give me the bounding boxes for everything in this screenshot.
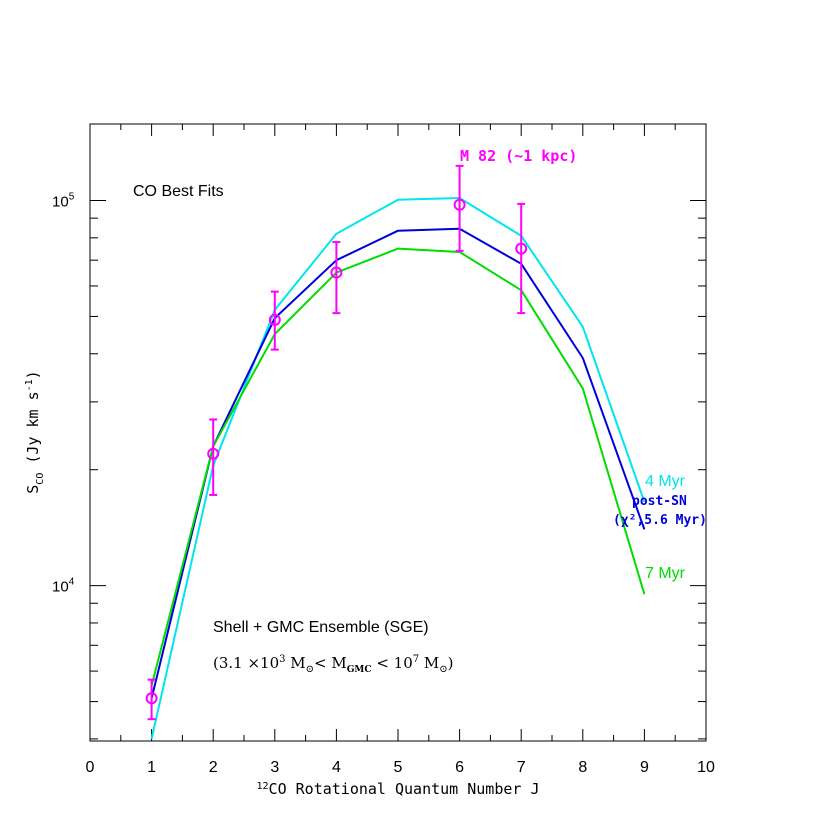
mass-range-annotation: (3.1 ×103 M⊙< MGMC < 107 M⊙) <box>213 654 454 675</box>
series-label-post-sn: post-SN <box>632 494 687 509</box>
plot-frame <box>89 123 707 742</box>
series-layer <box>150 197 646 740</box>
observation-point <box>145 692 158 705</box>
y-axis-label: SCO (Jy km s-1) <box>24 370 46 493</box>
model-subtitle: Shell + GMC Ensemble (SGE) <box>213 619 429 636</box>
series-label-7myr: 7 Myr <box>645 565 686 582</box>
series-line-7-myr <box>150 247 646 686</box>
x-tick-label: 1 <box>147 759 156 776</box>
x-tick-label: 10 <box>697 759 715 776</box>
x-tick-label: 0 <box>86 759 95 776</box>
x-tick-label: 2 <box>209 759 218 776</box>
x-tick-label: 9 <box>640 759 649 776</box>
x-tick-labels: 0 1 2 3 4 5 6 7 8 9 10 <box>86 759 715 776</box>
observation-point <box>453 198 466 211</box>
observation-layer <box>145 164 528 721</box>
observation-point <box>207 447 220 460</box>
series-line-4-myr <box>150 197 646 740</box>
y-tick-label: 104 <box>52 577 75 596</box>
x-tick-label: 3 <box>270 759 279 776</box>
observation-point <box>268 313 281 326</box>
y-tick-labels: 104 105 <box>52 192 75 596</box>
observation-point <box>330 266 343 279</box>
x-tick-label: 5 <box>394 759 403 776</box>
series-line-post-sn <box>150 227 646 699</box>
x-tick-label: 8 <box>578 759 587 776</box>
series-label-post-sn-fit: (χ²,5.6 Myr) <box>613 513 707 528</box>
x-tick-label: 7 <box>517 759 526 776</box>
chart-title: CO Best Fits <box>133 183 224 200</box>
x-axis-label: 12CO Rotational Quantum Number J <box>257 780 540 798</box>
observation-label: M 82 (~1 kpc) <box>460 147 577 165</box>
x-tick-label: 6 <box>455 759 464 776</box>
y-tick-label: 105 <box>52 192 75 211</box>
axis-ticks <box>89 124 707 741</box>
series-label-4myr: 4 Myr <box>645 473 686 490</box>
x-tick-label: 4 <box>332 759 341 776</box>
observation-point <box>515 242 528 255</box>
